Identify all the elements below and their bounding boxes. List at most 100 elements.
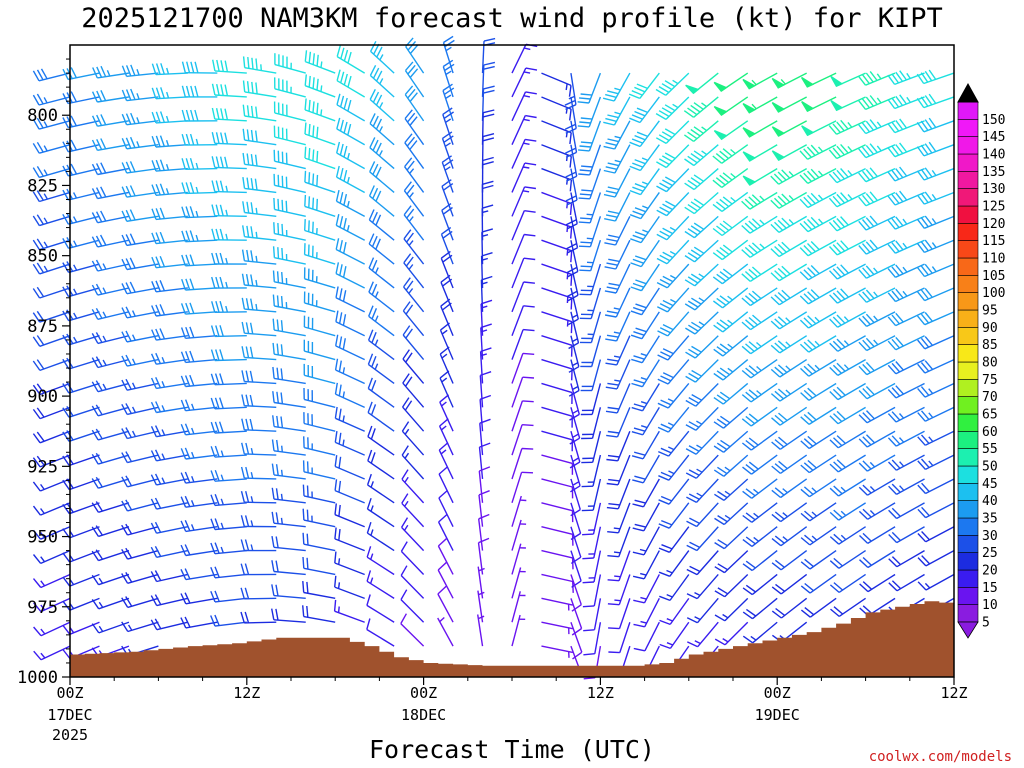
wind-barb [511, 352, 535, 384]
wind-barb [180, 495, 218, 508]
wind-barb [799, 144, 837, 160]
wind-barb [511, 328, 535, 360]
wind-barb [887, 118, 925, 134]
wind-barb [579, 263, 602, 296]
wind-barb [713, 335, 749, 357]
colorbar-swatch [957, 465, 979, 484]
wind-barb [916, 93, 955, 109]
colorbar-swatch [957, 448, 979, 467]
wind-barb [770, 287, 808, 306]
wind-barb [302, 508, 336, 528]
wind-barb [334, 358, 365, 385]
colorbar-label: 60 [982, 425, 998, 440]
wind-barb [800, 573, 837, 594]
wind-barb [211, 276, 247, 289]
wind-barb [541, 191, 573, 215]
wind-barb [402, 373, 425, 408]
wind-barb [334, 382, 365, 408]
wind-barb [302, 581, 336, 600]
wind-barb [859, 526, 896, 544]
wind-barb [632, 550, 660, 580]
wind-barb [799, 215, 837, 233]
wind-barb [655, 120, 690, 145]
wind-barb [210, 518, 247, 531]
wind-barb [33, 621, 71, 637]
wind-barb [180, 616, 218, 629]
wind-barb [541, 72, 572, 97]
wind-barb [633, 621, 660, 652]
wind-barb [242, 201, 277, 218]
x-tick-time: 00Z [410, 684, 437, 702]
wind-barb [916, 215, 955, 229]
wind-barb [570, 550, 582, 588]
wind-barb [151, 328, 188, 341]
wind-barb [369, 137, 395, 170]
wind-barb [581, 407, 602, 440]
wind-barb [829, 454, 866, 473]
wind-barb [712, 144, 749, 164]
wind-barb [770, 359, 808, 378]
wind-barb [62, 597, 100, 611]
wind-barb [541, 526, 574, 546]
wind-barb [304, 50, 336, 74]
wind-barb [629, 120, 660, 148]
wind-barb [685, 430, 719, 455]
colorbar-swatch [957, 257, 979, 276]
wind-barb [180, 302, 218, 315]
wind-barb [479, 371, 492, 408]
colorbar-swatch [957, 223, 979, 241]
wind-barb [210, 566, 247, 579]
wind-barb [771, 573, 808, 595]
colorbar-label: 135 [982, 165, 1005, 180]
wind-barb [303, 291, 336, 313]
wind-barb [335, 214, 365, 241]
wind-barb [801, 96, 837, 113]
wind-barb [582, 550, 602, 584]
wind-barb [541, 358, 573, 381]
wind-barb [579, 240, 602, 272]
wind-barb [121, 257, 159, 271]
wind-barb [605, 359, 631, 390]
wind-barb [366, 618, 395, 647]
colorbar-swatch [957, 413, 979, 432]
wind-barb [368, 281, 395, 313]
wind-barb [858, 382, 896, 400]
wind-barb [541, 144, 572, 168]
wind-barb [742, 120, 778, 138]
wind-barb [479, 418, 491, 456]
colorbar-swatch [957, 274, 979, 293]
wind-barb [121, 281, 159, 295]
wind-barb [32, 454, 71, 468]
wind-barb [684, 191, 719, 215]
wind-barb [511, 162, 537, 193]
colorbar-swatch [957, 153, 979, 172]
wind-barb [578, 216, 602, 248]
wind-barb [541, 597, 573, 611]
wind-barb [366, 594, 395, 623]
wind-barb [241, 394, 277, 409]
wind-barb [335, 238, 365, 265]
colorbar-label: 70 [982, 390, 998, 405]
credit-link[interactable]: coolwx.com/models [869, 749, 1012, 765]
wind-barb [684, 168, 719, 191]
wind-barb [272, 246, 306, 265]
colorbar-top-arrow [957, 82, 979, 103]
wind-barb [91, 210, 130, 224]
wind-barb [150, 473, 188, 486]
wind-barb [181, 182, 218, 195]
wind-barb [686, 550, 719, 576]
wind-barb [917, 382, 955, 398]
wind-barb [887, 239, 925, 254]
wind-barb [657, 359, 690, 385]
colorbar-swatch [957, 205, 979, 224]
wind-barb [33, 597, 71, 613]
wind-barb [770, 215, 808, 234]
colorbar-label: 90 [982, 321, 998, 336]
wind-barb [404, 157, 425, 193]
wind-barb [151, 207, 188, 221]
wind-barb [656, 168, 690, 193]
wind-barb [401, 493, 425, 528]
wind-barb [800, 358, 837, 377]
wind-barb [511, 424, 534, 456]
colorbar-label: 15 [982, 581, 998, 596]
